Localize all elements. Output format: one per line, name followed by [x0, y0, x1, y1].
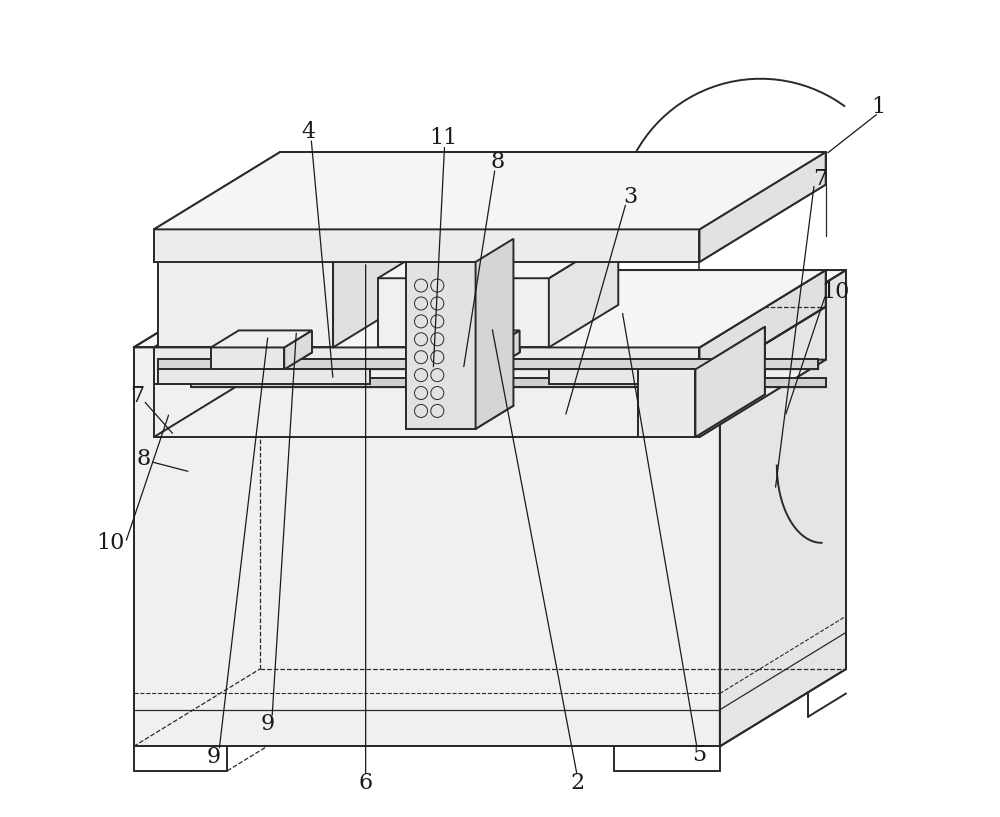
Text: 9: 9: [261, 713, 275, 735]
Polygon shape: [211, 347, 284, 369]
Polygon shape: [284, 330, 312, 369]
Polygon shape: [154, 270, 826, 347]
Polygon shape: [134, 270, 846, 347]
Polygon shape: [154, 152, 826, 230]
Text: 10: 10: [821, 281, 850, 303]
Polygon shape: [158, 369, 370, 384]
Polygon shape: [419, 330, 520, 347]
Polygon shape: [154, 230, 699, 262]
Polygon shape: [134, 347, 720, 747]
Text: 2: 2: [570, 772, 584, 794]
Polygon shape: [406, 262, 476, 429]
Text: 11: 11: [429, 127, 457, 150]
Polygon shape: [419, 347, 492, 369]
Text: 9: 9: [206, 746, 220, 768]
Polygon shape: [378, 279, 549, 347]
Polygon shape: [549, 369, 695, 384]
Text: 8: 8: [136, 448, 150, 470]
Text: 7: 7: [813, 167, 827, 190]
Polygon shape: [154, 347, 699, 384]
Polygon shape: [158, 203, 402, 246]
Text: 10: 10: [97, 532, 125, 554]
Polygon shape: [720, 270, 846, 747]
Polygon shape: [211, 330, 312, 347]
Polygon shape: [191, 378, 826, 386]
Polygon shape: [699, 152, 826, 262]
Polygon shape: [549, 235, 618, 347]
Text: 7: 7: [131, 386, 145, 408]
Polygon shape: [378, 235, 618, 279]
Text: 8: 8: [490, 151, 505, 172]
Polygon shape: [333, 203, 402, 347]
Polygon shape: [158, 359, 818, 369]
Polygon shape: [699, 270, 826, 384]
Text: 4: 4: [302, 121, 316, 143]
Polygon shape: [492, 330, 520, 369]
Polygon shape: [638, 369, 695, 437]
Text: 1: 1: [872, 96, 886, 118]
Polygon shape: [154, 359, 826, 437]
Polygon shape: [695, 327, 765, 437]
Text: 5: 5: [692, 743, 707, 766]
Text: 6: 6: [359, 772, 373, 794]
Polygon shape: [158, 246, 333, 347]
Text: 3: 3: [623, 185, 637, 208]
Polygon shape: [476, 239, 513, 429]
